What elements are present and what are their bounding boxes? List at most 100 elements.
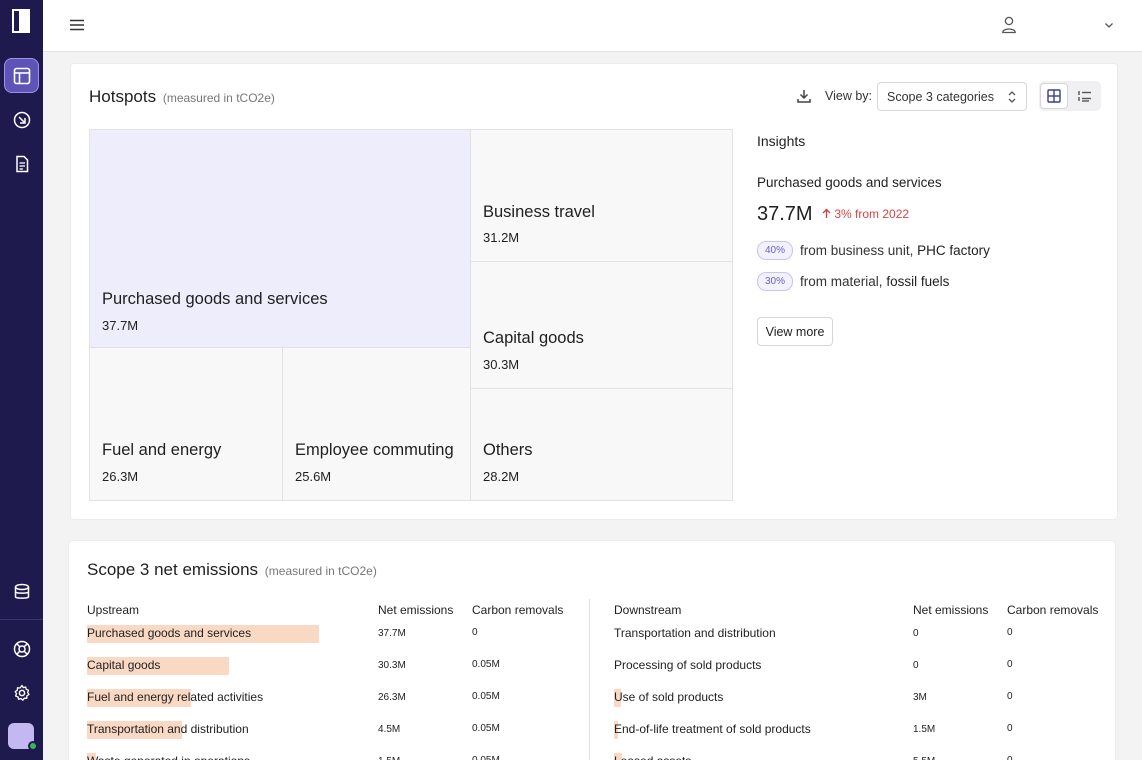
- carbon-removals-value: 0: [472, 627, 478, 638]
- carbon-removals-value: 0.05M: [472, 755, 500, 760]
- emission-share-bar: [614, 721, 618, 739]
- category-label: Use of sold products: [614, 690, 724, 704]
- tile-name: Purchased goods and services: [102, 290, 328, 308]
- tile-business-travel[interactable]: Business travel 31.2M: [471, 130, 733, 262]
- carbon-removals-header: Carbon removals: [472, 603, 564, 617]
- tile-value: 31.2M: [483, 230, 520, 245]
- tile-name: Business travel: [483, 203, 595, 221]
- nav-data[interactable]: [4, 574, 39, 609]
- top-bar: [43, 0, 1142, 52]
- tile-value: 26.3M: [102, 469, 139, 484]
- insights-category: Purchased goods and services: [757, 175, 942, 190]
- scope3-card: Scope 3 net emissions (measured in tCO2e…: [68, 540, 1116, 760]
- net-emissions-value: 37.7M: [378, 628, 406, 639]
- list-view-button[interactable]: [1071, 83, 1099, 109]
- nav-settings[interactable]: [4, 675, 39, 710]
- carbon-removals-value: 0: [1007, 659, 1013, 670]
- category-label: Processing of sold products: [614, 658, 762, 672]
- sidebar: [0, 0, 43, 760]
- hotspots-treemap: Purchased goods and services 37.7M Busin…: [89, 129, 733, 501]
- scope3-title: Scope 3 net emissions (measured in tCO2e…: [87, 560, 377, 580]
- online-status-dot: [28, 741, 38, 751]
- tile-value: 25.6M: [295, 469, 332, 484]
- chevron-down-icon[interactable]: [1103, 19, 1115, 31]
- tile-name: Fuel and energy: [102, 441, 222, 459]
- logo-icon[interactable]: [12, 9, 30, 33]
- carbon-removals-value: 0: [1007, 627, 1013, 638]
- net-emissions-value: 26.3M: [378, 692, 406, 703]
- emission-share-bar: [87, 721, 182, 739]
- emission-share-bar: [614, 753, 622, 760]
- net-emissions-value: 5.5M: [913, 756, 935, 760]
- nav-dashboard[interactable]: [4, 58, 39, 93]
- carbon-removals-header: Carbon removals: [1007, 603, 1099, 617]
- user-icon[interactable]: [1001, 16, 1017, 34]
- net-emissions-value: 1.5M: [913, 724, 936, 735]
- category-label: Waste generated in operations: [87, 754, 250, 760]
- settings-gear-icon: [14, 684, 30, 701]
- insight-text: from material,: [800, 274, 883, 289]
- tile-others[interactable]: Others 28.2M: [471, 389, 733, 501]
- net-emissions-value: 0: [913, 660, 919, 671]
- insights-delta: 3% from 2022: [822, 207, 909, 221]
- view-by-select[interactable]: Scope 3 categories: [877, 82, 1027, 111]
- view-by-value: Scope 3 categories: [887, 90, 995, 104]
- emission-share-bar: [87, 689, 191, 707]
- document-icon: [15, 155, 28, 172]
- view-toggle: [1039, 81, 1101, 111]
- hotspots-title: Hotspots (measured in tCO2e): [89, 87, 275, 107]
- net-emissions-value: 3M: [913, 692, 927, 703]
- layout-icon: [13, 67, 30, 84]
- tile-purchased-goods[interactable]: Purchased goods and services 37.7M: [90, 130, 471, 348]
- emission-share-bar: [87, 657, 229, 675]
- hamburger-icon[interactable]: [69, 17, 85, 33]
- emission-share-bar: [87, 753, 96, 760]
- view-more-button[interactable]: View more: [757, 317, 833, 346]
- downstream-header: Downstream: [614, 603, 682, 617]
- insight-row: 30% from material, fossil fuels: [757, 272, 949, 291]
- category-label: Fuel and energy related activities: [87, 690, 264, 704]
- tile-employee-commuting[interactable]: Employee commuting 25.6M: [283, 348, 471, 501]
- help-lifebuoy-icon: [13, 640, 30, 657]
- hotspots-title-text: Hotspots: [89, 87, 157, 106]
- nav-reports[interactable]: [4, 146, 39, 181]
- percent-pill: 40%: [757, 241, 794, 260]
- database-icon: [14, 583, 29, 599]
- insights-value: 37.7M: [757, 203, 813, 225]
- tile-value: 37.7M: [102, 318, 139, 333]
- treemap-view-button[interactable]: [1040, 83, 1068, 109]
- download-icon[interactable]: [796, 88, 812, 104]
- carbon-removals-value: 0.05M: [472, 691, 500, 702]
- net-emissions-value: 1.5M: [378, 756, 400, 760]
- tile-capital-goods[interactable]: Capital goods 30.3M: [471, 262, 733, 389]
- tile-fuel-energy[interactable]: Fuel and energy 26.3M: [90, 348, 283, 501]
- carbon-removals-value: 0: [1007, 755, 1013, 760]
- carbon-removals-value: 0.05M: [472, 659, 500, 670]
- insight-highlight: PHC factory: [917, 243, 990, 258]
- nav-inflows[interactable]: [4, 102, 39, 137]
- carbon-removals-value: 0.05M: [472, 723, 500, 734]
- grid-icon: [1047, 89, 1061, 103]
- net-emissions-header: Net emissions: [378, 603, 454, 617]
- upstream-header: Upstream: [87, 603, 140, 617]
- category-label: Transportation and distribution: [614, 626, 776, 640]
- view-by-label: View by:: [825, 89, 873, 103]
- net-emissions-header: Net emissions: [913, 603, 989, 617]
- list-icon: [1078, 91, 1091, 102]
- arrow-in-circle-icon: [13, 111, 30, 128]
- emission-share-bar: [614, 689, 621, 707]
- net-emissions-value: 30.3M: [378, 660, 406, 671]
- scope3-unit: (measured in tCO2e): [264, 564, 377, 578]
- insight-row: 40% from business unit, PHC factory: [757, 241, 990, 260]
- emission-share-bar: [87, 625, 319, 643]
- insight-text: from business unit,: [800, 243, 914, 258]
- column-divider: [589, 599, 590, 760]
- arrow-up-icon: [822, 208, 831, 218]
- category-label: Transportation and distribution: [87, 722, 249, 736]
- net-emissions-value: 0: [913, 628, 919, 639]
- nav-help[interactable]: [4, 631, 39, 666]
- insights-delta-text: 3% from 2022: [834, 207, 910, 221]
- net-emissions-value: 4.5M: [378, 724, 401, 735]
- insights-title: Insights: [757, 133, 806, 149]
- tile-name: Others: [483, 441, 533, 459]
